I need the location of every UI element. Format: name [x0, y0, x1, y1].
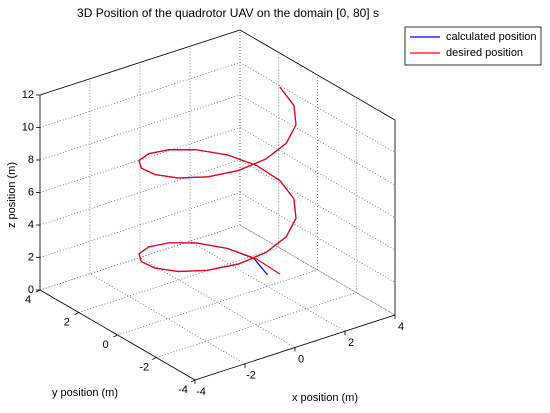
- y-tick-label: 2: [64, 316, 70, 328]
- grid-line: [39, 159, 241, 226]
- z-tick-label: 10: [22, 121, 34, 133]
- axis-edge: [239, 29, 396, 121]
- z-tick-label: 8: [28, 154, 34, 166]
- z-tick-label: 0: [28, 284, 34, 296]
- tick-mark: [113, 334, 118, 338]
- grid-line: [78, 247, 279, 313]
- z-tick-label: 12: [22, 89, 34, 101]
- series-line: [138, 86, 297, 275]
- legend-label: desired position: [446, 47, 523, 59]
- z-tick-label: 6: [28, 186, 34, 198]
- z-tick-label: 2: [28, 251, 34, 263]
- grid-line: [39, 192, 241, 258]
- x-tick-label: -4: [196, 386, 206, 398]
- grid-line: [156, 292, 357, 358]
- grid-line: [39, 94, 241, 161]
- x-axis-label: x position (m): [292, 392, 358, 404]
- x-tick-label: 2: [348, 337, 354, 349]
- y-tick-label: 4: [25, 294, 31, 306]
- legend: calculated position desired position: [404, 26, 542, 66]
- z-axis-label: z position (m): [6, 162, 18, 228]
- y-tick-label: -4: [178, 384, 188, 396]
- x-tick-label: -2: [246, 370, 256, 382]
- grid-line: [117, 269, 318, 336]
- axis-edge: [39, 29, 241, 96]
- y-tick-label: -2: [139, 361, 149, 373]
- grid-line: [39, 62, 241, 128]
- x-tick-label: 4: [398, 321, 404, 333]
- x-tick-label: 0: [298, 353, 304, 365]
- tick-mark: [74, 312, 79, 315]
- z-tick-label: 4: [28, 219, 34, 231]
- legend-label: calculated position: [446, 31, 537, 43]
- chart-title: 3D Position of the quadrotor UAV on the …: [77, 6, 379, 20]
- tick-mark: [152, 357, 157, 360]
- legend-box: [404, 26, 542, 66]
- y-axis-label: y position (m): [52, 387, 118, 399]
- y-tick-label: 0: [102, 339, 108, 351]
- tick-mark: [190, 379, 196, 383]
